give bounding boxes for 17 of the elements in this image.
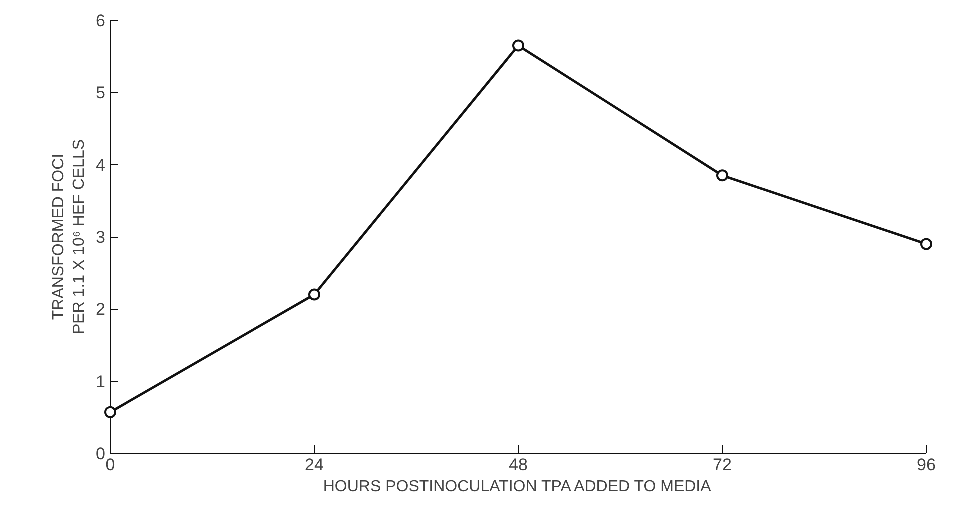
point (512, 40, 524, 52)
y-tick-label: 3 (96, 228, 106, 247)
point (308, 288, 320, 301)
x-axis-title: HOURS POSTINOCULATION TPA ADDED TO MEDIA (323, 478, 712, 496)
x-tick-label: 48 (509, 456, 528, 474)
point (716, 170, 728, 182)
y-tick-label: 6 (96, 12, 106, 30)
x-tick-label: 24 (305, 456, 324, 474)
point (104, 406, 116, 418)
y-tick-label: 2 (96, 300, 106, 320)
x-tick-label: 96 (917, 456, 936, 474)
y-tick-label: 1 (96, 372, 106, 392)
x-tick-label: 72 (713, 456, 732, 474)
point (920, 238, 932, 250)
y-tick-label: 5 (96, 84, 106, 103)
y-axis-title: TRANSFORMED FOCI PER 1.1 X 10⁶ HEF CELLS (50, 139, 88, 335)
y-tick-label: 4 (96, 156, 106, 175)
